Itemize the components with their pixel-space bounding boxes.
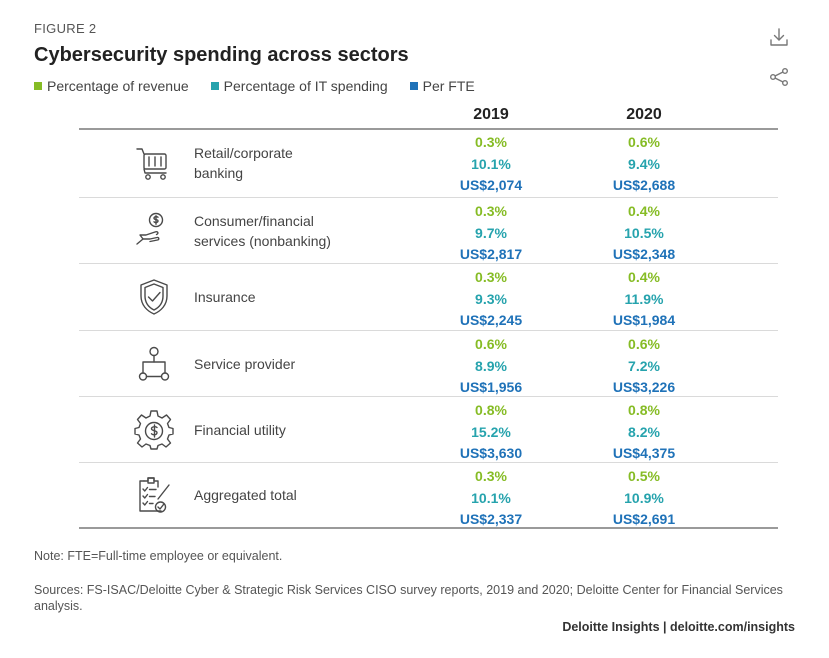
row-label-line: Service provider — [194, 355, 296, 372]
row-label: Financial utility — [194, 397, 374, 462]
row-label: Insurance — [194, 264, 374, 330]
legend-label-per-fte: Per FTE — [422, 78, 475, 94]
value-2019-it-spending: 9.3% — [475, 290, 507, 307]
value-2019-revenue: 0.8% — [475, 402, 507, 418]
column-header-2020: 2020 — [626, 106, 662, 123]
value-2020-it-spending: 8.2% — [628, 423, 660, 440]
table-row: Aggregated total 0.3% 10.1% US$2,337 0.5% 10.… — [79, 463, 778, 527]
row-label: Consumer/financial services (nonbanking) — [194, 198, 374, 263]
network-hierarchy-icon — [134, 344, 174, 384]
legend-label-it-spending: Percentage of IT spending — [223, 78, 388, 94]
chart-title: Cybersecurity spending across sectors — [34, 44, 409, 66]
value-2019-per-fte: US$1,956 — [459, 379, 523, 395]
value-2020-revenue: 0.4% — [628, 269, 660, 285]
row-label-line: Insurance — [194, 289, 256, 305]
figure-label: FIGURE 2 — [34, 21, 97, 36]
value-2020-revenue: 0.6% — [628, 336, 660, 352]
column-header-2019: 2019 — [473, 106, 509, 123]
hand-coin-icon — [134, 211, 174, 251]
share-icon[interactable] — [768, 66, 790, 88]
value-2020-revenue: 0.8% — [628, 402, 660, 418]
legend-swatch-it-spending — [210, 82, 219, 90]
value-2020-it-spending: 7.2% — [628, 357, 660, 374]
shopping-cart-icon — [134, 143, 174, 183]
row-divider — [79, 462, 778, 463]
table-row: Retail/corporate banking 0.3% 10.1% US$2,074… — [79, 129, 778, 197]
row-label-line: Retail/corporate — [194, 145, 293, 161]
clipboard-check-icon — [134, 475, 174, 515]
row-divider — [79, 396, 778, 397]
value-2020-per-fte: US$4,375 — [612, 445, 676, 461]
table-row: Service provider 0.6% 8.9% US$1,956 0.6% 7.2%… — [79, 331, 778, 396]
value-2020-per-fte: US$1,984 — [612, 312, 676, 328]
value-2019-per-fte: US$2,817 — [459, 246, 523, 262]
legend-item-per-fte: Per FTE — [409, 78, 475, 94]
value-2019-revenue: 0.6% — [475, 336, 507, 352]
table-row: Consumer/financial services (nonbanking) 0… — [79, 198, 778, 263]
value-2019-it-spending: 8.9% — [475, 357, 507, 374]
row-divider — [79, 197, 778, 198]
legend-item-it-spending: Percentage of IT spending — [210, 78, 388, 94]
legend-label-revenue: Percentage of revenue — [47, 78, 189, 94]
row-label-line: Aggregated total — [194, 487, 297, 503]
value-2020-it-spending: 10.5% — [624, 224, 664, 241]
value-2019-revenue: 0.3% — [475, 134, 507, 150]
value-2020-it-spending: 10.9% — [624, 489, 664, 506]
value-2019-per-fte: US$2,074 — [459, 177, 523, 193]
legend-swatch-revenue — [34, 82, 42, 90]
value-2020-it-spending: 9.4% — [628, 155, 660, 172]
legend-swatch-per-fte — [409, 82, 418, 90]
value-2019-it-spending: 10.1% — [471, 489, 511, 506]
legend: Percentage of revenue Percentage of IT s… — [34, 78, 497, 94]
download-icon[interactable] — [768, 26, 790, 48]
value-2019-it-spending: 10.1% — [471, 155, 511, 172]
value-2020-revenue: 0.5% — [628, 468, 660, 484]
footnote: Note: FTE=Full-time employee or equivale… — [34, 549, 283, 563]
row-label-line: Consumer/financial — [194, 212, 314, 229]
value-2020-per-fte: US$2,691 — [612, 511, 676, 527]
value-2019-revenue: 0.3% — [475, 269, 507, 285]
row-label: Service provider — [194, 331, 374, 396]
row-label: Aggregated total — [194, 463, 374, 527]
value-2020-revenue: 0.4% — [628, 203, 660, 219]
row-divider — [79, 263, 778, 264]
value-2019-revenue: 0.3% — [475, 468, 507, 484]
row-label: Retail/corporate banking — [194, 129, 374, 197]
value-2019-per-fte: US$2,337 — [459, 511, 523, 527]
value-2019-it-spending: 15.2% — [471, 423, 511, 440]
row-label-line: Financial utility — [194, 421, 286, 438]
value-2019-it-spending: 9.7% — [475, 224, 507, 241]
value-2019-revenue: 0.3% — [475, 203, 507, 219]
sources-note: Sources: FS-ISAC/Deloitte Cyber & Strate… — [34, 583, 783, 613]
table-row: Financial utility 0.8% 15.2% US$3,630 0.8% 8.… — [79, 397, 778, 462]
row-divider — [79, 330, 778, 331]
row-label-line: services (nonbanking) — [194, 232, 331, 249]
value-2020-it-spending: 11.9% — [624, 290, 664, 307]
table-bottom-rule — [79, 527, 778, 529]
value-2019-per-fte: US$3,630 — [459, 445, 523, 461]
legend-item-revenue: Percentage of revenue — [34, 78, 189, 94]
credit-line: Deloitte Insights | deloitte.com/insight… — [562, 620, 795, 634]
table-row: Insurance 0.3% 9.3% US$2,245 0.4% 11.9% US$1,9… — [79, 264, 778, 330]
header-divider — [79, 128, 778, 130]
value-2020-per-fte: US$2,688 — [612, 177, 676, 193]
value-2019-per-fte: US$2,245 — [459, 312, 523, 328]
shield-check-icon — [134, 277, 174, 317]
value-2020-per-fte: US$2,348 — [612, 246, 676, 262]
value-2020-per-fte: US$3,226 — [612, 379, 676, 395]
gear-dollar-icon — [134, 409, 174, 450]
value-2020-revenue: 0.6% — [628, 134, 660, 150]
row-label-line: banking — [194, 165, 244, 181]
